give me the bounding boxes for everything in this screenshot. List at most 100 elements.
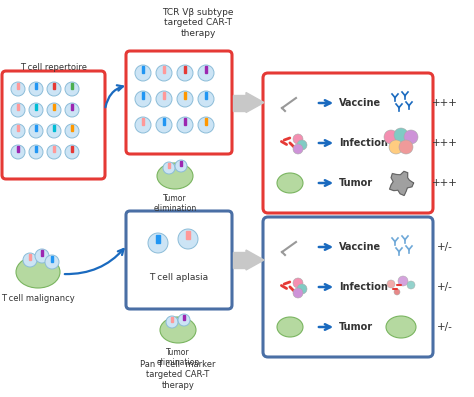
Bar [168, 163, 170, 168]
Bar [53, 125, 55, 131]
Bar [71, 83, 73, 89]
Bar [142, 118, 145, 125]
Text: +/-: +/- [437, 282, 453, 292]
Circle shape [293, 278, 303, 288]
Bar [163, 92, 165, 99]
Ellipse shape [16, 256, 60, 288]
Circle shape [29, 82, 43, 96]
Text: TCR Vβ subtype
targeted CAR-T
therapy: TCR Vβ subtype targeted CAR-T therapy [162, 8, 234, 38]
Circle shape [198, 117, 214, 133]
FancyBboxPatch shape [263, 73, 433, 213]
Bar [233, 252, 246, 268]
Circle shape [198, 65, 214, 81]
FancyBboxPatch shape [126, 211, 232, 309]
Bar [53, 146, 55, 152]
Circle shape [11, 145, 25, 159]
Text: +++: +++ [432, 138, 458, 148]
Circle shape [293, 288, 303, 298]
Circle shape [135, 65, 151, 81]
Bar [17, 104, 19, 110]
Ellipse shape [160, 317, 196, 343]
Circle shape [65, 103, 79, 117]
Bar [53, 104, 55, 110]
Polygon shape [390, 172, 414, 196]
Circle shape [177, 91, 193, 107]
Bar [205, 92, 208, 99]
Text: Pan T cell  marker
targeted CAR-T
therapy: Pan T cell marker targeted CAR-T therapy [140, 360, 216, 390]
Bar [205, 118, 208, 125]
Circle shape [29, 124, 43, 138]
Text: Vaccine: Vaccine [339, 98, 381, 108]
Circle shape [65, 124, 79, 138]
Circle shape [135, 117, 151, 133]
Text: T cell malignancy: T cell malignancy [1, 294, 75, 303]
Text: +++: +++ [432, 178, 458, 188]
Circle shape [156, 117, 172, 133]
Circle shape [29, 145, 43, 159]
Circle shape [45, 255, 59, 269]
Circle shape [175, 160, 187, 172]
FancyBboxPatch shape [126, 51, 232, 154]
Text: +/-: +/- [437, 242, 453, 252]
Circle shape [293, 134, 303, 144]
FancyBboxPatch shape [2, 71, 105, 179]
Text: Tumor
elimination: Tumor elimination [154, 194, 197, 214]
Circle shape [399, 140, 413, 154]
Bar [183, 315, 185, 320]
Ellipse shape [157, 163, 193, 189]
Bar [142, 92, 145, 99]
Circle shape [177, 117, 193, 133]
Circle shape [389, 140, 403, 154]
Polygon shape [246, 93, 264, 112]
Bar [163, 66, 165, 73]
Circle shape [47, 82, 61, 96]
Circle shape [47, 145, 61, 159]
Text: +/-: +/- [437, 322, 453, 332]
Circle shape [65, 145, 79, 159]
Text: T cell repertoire: T cell repertoire [20, 63, 87, 72]
Bar [53, 83, 55, 89]
Ellipse shape [277, 317, 303, 337]
Bar [180, 161, 182, 166]
Bar [29, 254, 31, 260]
Polygon shape [246, 250, 264, 270]
FancyBboxPatch shape [263, 217, 433, 357]
Bar [183, 118, 186, 125]
Circle shape [47, 103, 61, 117]
Circle shape [65, 82, 79, 96]
Circle shape [404, 130, 418, 144]
Circle shape [384, 130, 398, 144]
Bar [35, 83, 37, 89]
Circle shape [11, 124, 25, 138]
Circle shape [398, 276, 408, 286]
Circle shape [156, 65, 172, 81]
Circle shape [11, 103, 25, 117]
Circle shape [178, 229, 198, 249]
Circle shape [163, 162, 175, 174]
Bar [171, 317, 173, 322]
Bar [183, 92, 186, 99]
Circle shape [47, 124, 61, 138]
Circle shape [156, 91, 172, 107]
Bar [35, 146, 37, 152]
Circle shape [297, 140, 307, 150]
Bar [41, 250, 43, 256]
Circle shape [387, 280, 395, 288]
Bar [233, 94, 246, 110]
Bar [71, 125, 73, 131]
Circle shape [29, 103, 43, 117]
Bar [183, 66, 186, 73]
Circle shape [394, 128, 408, 142]
Bar [17, 146, 19, 152]
Text: Tumor
elimination: Tumor elimination [156, 348, 200, 367]
Ellipse shape [277, 173, 303, 193]
Text: Vaccine: Vaccine [339, 242, 381, 252]
Circle shape [178, 314, 190, 326]
Bar [186, 231, 190, 239]
Circle shape [177, 65, 193, 81]
Circle shape [297, 284, 307, 294]
Circle shape [394, 289, 400, 295]
Ellipse shape [386, 316, 416, 338]
Circle shape [11, 82, 25, 96]
Text: Tumor: Tumor [339, 322, 373, 332]
